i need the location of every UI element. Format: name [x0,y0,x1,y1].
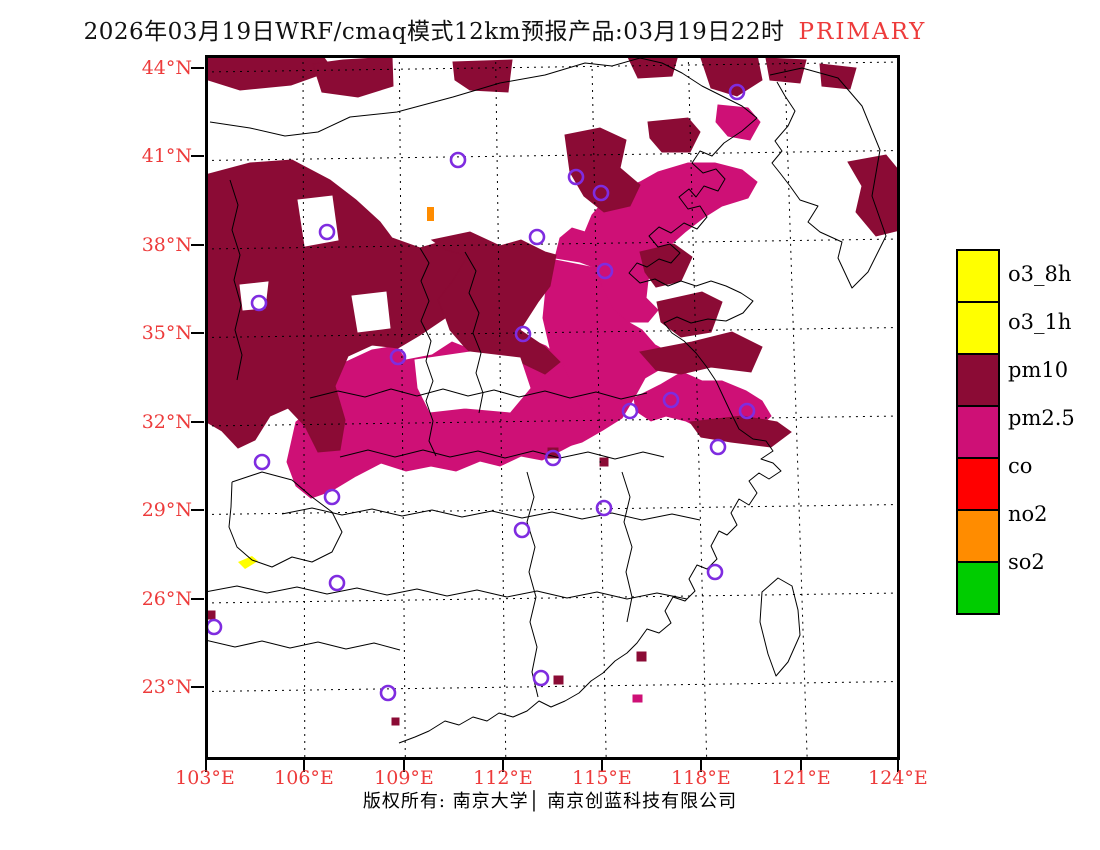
lon-tick [205,760,207,772]
map-canvas [205,55,900,760]
legend-label: no2 [1008,502,1048,526]
legend-swatch-so2 [956,561,1000,615]
map-white-holes [239,195,531,413]
lon-label: 124°E [868,767,928,789]
lon-tick [601,760,603,772]
lon-tick [303,760,305,772]
page-title: 2026年03月19日WRF/cmaq模式12km预报产品:03月19日22时 P… [0,12,1010,46]
lon-label: 109°E [374,767,434,789]
no2-patch [427,207,434,221]
lon-label: 115°E [572,767,632,789]
legend-swatch-pm10 [956,353,1000,407]
taiwan-outline [759,577,801,677]
lat-label: 26°N [141,588,192,610]
lat-tick [191,421,204,423]
lat-label: 32°N [141,411,192,433]
lon-label: 112°E [473,767,533,789]
legend-swatch-no2 [956,509,1000,563]
lon-tick [800,760,802,772]
legend-label: o3_8h [1008,262,1072,286]
lat-label: 44°N [141,57,192,79]
lon-label: 121°E [771,767,831,789]
legend-label: pm10 [1008,358,1069,382]
lat-label: 38°N [141,234,192,256]
legend-swatch-o3-1h [956,301,1000,355]
coastline-boundaries [205,57,887,744]
lat-tick [191,686,204,688]
lat-tick [191,244,204,246]
pollutant-legend: o3_8h o3_1h pm10 pm2.5 co no2 so2 [956,249,1075,615]
map-frame [205,55,900,760]
inner-mongolia-border [209,57,758,137]
lat-tick [191,155,204,157]
pm10-regions [205,55,900,726]
lat-label: 29°N [141,499,192,521]
lon-label: 118°E [671,767,731,789]
lat-tick [191,332,204,334]
title-pollutant-tag: PRIMARY [798,19,927,45]
lat-label: 23°N [141,676,192,698]
lat-tick [191,67,204,69]
lat-tick [191,509,204,511]
china-coastline [398,117,782,744]
lat-label: 41°N [141,145,192,167]
legend-label: so2 [1008,550,1045,574]
forecast-map [205,55,900,760]
lon-label: 106°E [274,767,334,789]
title-text: 2026年03月19日WRF/cmaq模式12km预报产品:03月19日22时 [83,19,785,45]
copyright-text: 版权所有: 南京大学│ 南京创蓝科技有限公司 [362,791,738,812]
legend-label: pm2.5 [1008,406,1075,430]
o3-patch [238,556,258,569]
lon-tick [700,760,702,772]
legend-swatch-o3-8h [956,249,1000,303]
lon-tick [502,760,504,772]
lon-label: 103°E [175,767,235,789]
lat-tick [191,598,204,600]
legend-swatch-co [956,457,1000,511]
korea-outline [769,67,887,289]
lon-tick [403,760,405,772]
lon-tick [897,760,899,772]
legend-label: o3_1h [1008,310,1072,334]
legend-label: co [1008,454,1033,478]
lat-label: 35°N [141,322,192,344]
legend-swatch-pm25 [956,405,1000,459]
